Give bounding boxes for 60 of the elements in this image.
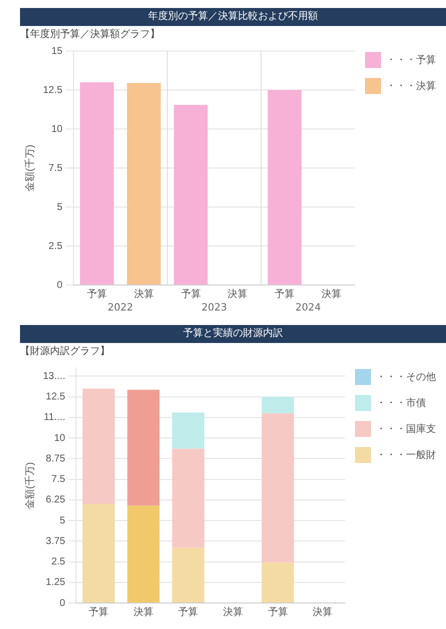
y-tick-label: 5 <box>60 515 66 526</box>
y-tick-label: 8.75 <box>46 453 66 464</box>
y-tick-label: 1.25 <box>46 577 66 588</box>
x-tick-label: 決算 <box>133 606 154 618</box>
y-axis-title: 金額(千万) <box>24 144 36 192</box>
bar <box>174 104 208 284</box>
bar <box>80 82 114 284</box>
y-tick-label: 2.5 <box>51 556 66 568</box>
legend-label: ・・・市債 <box>376 396 426 409</box>
x-tick-label: 予算 <box>88 606 109 618</box>
y-tick-label: 13.... <box>42 370 66 382</box>
y-tick-label: 15 <box>51 46 63 57</box>
legend-label: ・・・予算 <box>386 54 436 66</box>
x-tick-label: 決算 <box>134 288 154 300</box>
legend-label: ・・・国庫支 <box>376 422 436 435</box>
y-tick-label: 10 <box>54 432 66 444</box>
bar <box>172 412 204 449</box>
x-tick-label: 決算 <box>223 606 244 618</box>
chart-title: 予算と実績の財源内訳 <box>20 325 446 343</box>
chart-subtitle: 【年度別予算／決算額グラフ】 <box>20 28 161 42</box>
y-tick-label: 2.5 <box>48 240 63 252</box>
x-tick-label: 予算 <box>274 288 295 300</box>
bar <box>172 548 204 602</box>
y-tick-label: 11.... <box>44 412 66 424</box>
chart-title: 年度別の予算／決算比較および不用額 <box>20 8 446 26</box>
bar <box>172 448 204 548</box>
legend-label: ・・・決算 <box>386 80 436 92</box>
y-tick-label: 12.5 <box>46 392 66 403</box>
y-tick-label: 7.5 <box>51 474 66 486</box>
y-tick-label: 7.5 <box>48 162 63 174</box>
bar <box>262 413 294 563</box>
text: 2023 <box>202 302 227 314</box>
text: 2022 <box>108 302 134 314</box>
x-tick-label: 予算 <box>268 606 288 618</box>
x-tick-label: 決算 <box>322 288 342 300</box>
bar <box>262 396 294 414</box>
y-tick-label: 5 <box>56 202 63 213</box>
x-tick-label: 決算 <box>228 288 248 300</box>
bar <box>82 388 115 504</box>
bar <box>268 90 302 284</box>
y-axis-title: 金額(千万) <box>24 462 36 509</box>
y-tick-label: 0 <box>60 598 66 609</box>
y-tick-label: 6.25 <box>46 494 66 506</box>
legend-label: ・・・一般財 <box>376 448 436 461</box>
bar <box>127 506 160 602</box>
legend-label: ・・・その他 <box>376 370 436 383</box>
bar <box>82 504 115 602</box>
y-tick-label: 0 <box>56 280 63 291</box>
x-tick-label: 予算 <box>180 288 201 300</box>
bar <box>262 562 294 602</box>
y-tick-label: 12.5 <box>42 84 63 96</box>
bar <box>127 390 160 506</box>
text: 2024 <box>295 302 321 314</box>
x-tick-label: 決算 <box>312 606 333 618</box>
y-tick-label: 10 <box>51 124 63 135</box>
x-tick-label: 予算 <box>178 606 198 618</box>
y-tick-label: 3.75 <box>46 536 66 547</box>
x-tick-label: 予算 <box>86 288 107 300</box>
chart-subtitle: 【財源内訳グラフ】 <box>20 345 111 359</box>
bar <box>126 82 161 284</box>
